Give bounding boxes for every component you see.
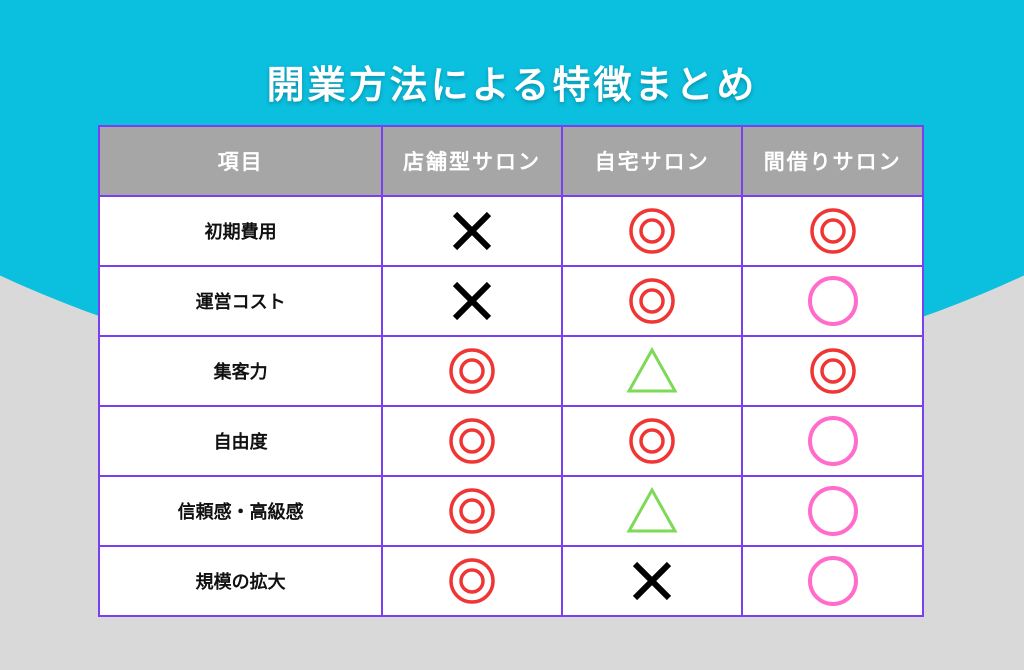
table-row: 規模の拡大 [97,545,924,617]
header-store-salon: 店舗型サロン [381,125,563,197]
cross-icon [452,211,492,251]
table-row: 自由度 [97,405,924,477]
row-label: 自由度 [97,405,384,477]
header-item: 項目 [97,125,384,197]
rating-cell [560,335,744,407]
circle-icon [807,556,858,606]
header-row: 項目 店舗型サロン 自宅サロン 間借りサロン [97,125,924,197]
rating-cell [741,475,924,547]
rating-cell [560,545,744,617]
row-label: 運営コスト [97,265,384,337]
double-circle-icon [629,208,675,254]
rating-cell [381,195,563,267]
table-row: 運営コスト [97,265,924,337]
double-circle-icon [449,418,495,464]
double-circle-icon [449,348,495,394]
rating-cell [560,195,744,267]
rating-cell [560,405,744,477]
rating-cell [381,335,563,407]
double-circle-icon [449,488,495,534]
rating-cell [381,405,563,477]
row-label: 集客力 [97,335,384,407]
cross-icon [632,561,672,601]
rating-cell [741,195,924,267]
circle-icon [807,416,858,466]
double-circle-icon [629,418,675,464]
rating-cell [741,335,924,407]
rating-cell [741,265,924,337]
rating-cell [381,545,563,617]
page-title: 開業方法による特徴まとめ [266,63,758,107]
rating-cell [381,265,563,337]
table-row: 集客力 [97,335,924,407]
row-label: 規模の拡大 [97,545,384,617]
rating-cell [381,475,563,547]
rating-cell [560,265,744,337]
circle-icon [807,486,858,536]
header-rented-salon: 間借りサロン [741,125,924,197]
table-row: 信頼感・高級感 [97,475,924,547]
table-row: 初期費用 [97,195,924,267]
circle-icon [807,276,858,326]
header-home-salon: 自宅サロン [560,125,744,197]
rating-cell [741,545,924,617]
row-label: 初期費用 [97,195,384,267]
comparison-table: 項目 店舗型サロン 自宅サロン 間借りサロン 初期費用 運営コスト 集客力 自由度 信頼… [97,125,924,617]
cross-icon [452,281,492,321]
triangle-icon [626,347,678,393]
rating-cell [560,475,744,547]
double-circle-icon [809,348,856,394]
triangle-icon [626,487,678,533]
double-circle-icon [449,558,495,604]
row-label: 信頼感・高級感 [97,475,384,547]
double-circle-icon [809,208,856,254]
double-circle-icon [629,278,675,324]
rating-cell [741,405,924,477]
